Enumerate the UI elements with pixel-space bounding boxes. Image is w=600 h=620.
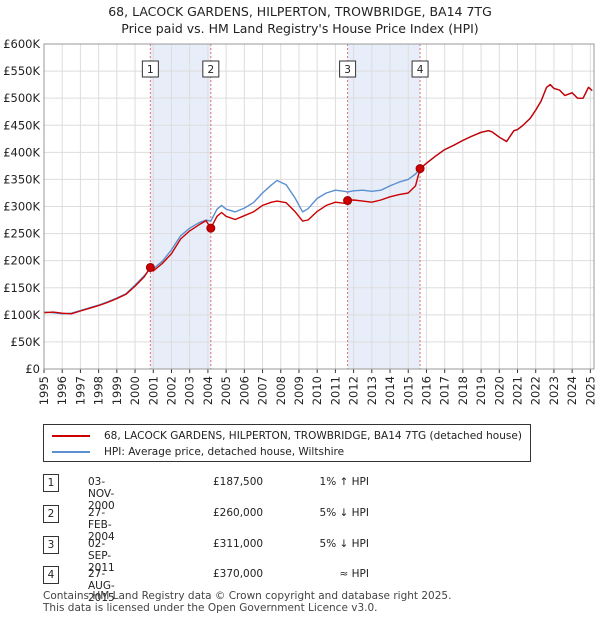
footer-copyright: Contains HM Land Registry data © Crown c… — [43, 590, 452, 602]
transaction-date: 27-FEB-2004 — [88, 507, 115, 543]
legend-label-property: 68, LACOCK GARDENS, HILPERTON, TROWBRIDG… — [104, 430, 522, 442]
x-tick-label: 2017 — [438, 376, 452, 405]
y-tick-label: £400K — [3, 145, 40, 159]
x-tick-label: 2021 — [511, 376, 525, 405]
y-tick-label: £300K — [3, 200, 40, 214]
y-tick-label: £50K — [11, 335, 41, 349]
transaction-number: 4 — [43, 566, 59, 584]
legend-item-hpi: HPI: Average price, detached house, Wilt… — [52, 444, 344, 460]
x-tick-label: 2007 — [256, 376, 270, 405]
transaction-price: £187,500 — [213, 476, 264, 488]
x-tick-label: 2015 — [401, 376, 415, 405]
y-tick-label: £550K — [3, 64, 40, 78]
transaction-hpi: 5% ↓ HPI — [319, 538, 369, 550]
x-tick-label: 2018 — [456, 376, 470, 405]
y-tick-label: £350K — [3, 172, 40, 186]
legend-label-hpi: HPI: Average price, detached house, Wilt… — [104, 446, 345, 458]
transaction-date: 02-SEP-2011 — [88, 538, 115, 574]
sale-label-box — [411, 60, 429, 78]
transaction-date: 27-AUG-2015 — [88, 568, 115, 604]
price-chart: 1 2 3 4 £0 £50K £100K £150K £200K £250K £300K £350… — [3, 37, 597, 405]
transaction-date: 03-NOV-2000 — [88, 476, 115, 512]
transaction-number: 1 — [43, 474, 59, 492]
sale-label: 4 — [417, 64, 424, 76]
transaction-price: £311,000 — [213, 538, 264, 550]
y-tick-label: £250K — [3, 227, 40, 241]
y-tick-label: £500K — [3, 91, 40, 105]
y-tick-label: £0 — [25, 362, 40, 376]
x-tick-label: 1995 — [37, 376, 51, 405]
legend-swatch-hpi — [52, 451, 90, 453]
transaction-number: 2 — [43, 505, 59, 523]
x-tick-label: 2014 — [383, 376, 397, 405]
legend-item-property: 68, LACOCK GARDENS, HILPERTON, TROWBRIDG… — [52, 428, 522, 444]
y-tick-label: £200K — [3, 254, 40, 268]
x-tick-label: 1996 — [55, 376, 69, 405]
transaction-price: £260,000 — [213, 507, 264, 519]
x-tick-label: 2013 — [365, 376, 379, 405]
x-tick-label: 2003 — [183, 376, 197, 405]
transaction-hpi: 5% ↓ HPI — [319, 507, 369, 519]
legend: 68, LACOCK GARDENS, HILPERTON, TROWBRIDG… — [43, 424, 531, 462]
transaction-number: 3 — [43, 536, 59, 554]
y-tick-label: £150K — [3, 281, 40, 295]
chart-subtitle: Price paid vs. HM Land Registry's House … — [121, 21, 479, 36]
sale-label-box — [339, 60, 357, 78]
x-tick-label: 2012 — [347, 376, 361, 405]
sale-label: 1 — [147, 64, 154, 76]
sale-point — [145, 262, 155, 272]
plot-frame — [43, 43, 595, 370]
chart-title: 68, LACOCK GARDENS, HILPERTON, TROWBRIDG… — [108, 4, 492, 19]
x-tick-label: 2005 — [219, 376, 233, 405]
hpi-line — [43, 83, 593, 315]
transaction-hpi: 1% ↑ HPI — [319, 476, 369, 488]
x-tick-label: 2001 — [146, 376, 160, 405]
x-tick-label: 2019 — [474, 376, 488, 405]
x-tick-label: 2011 — [328, 376, 342, 405]
x-tick-label: 2002 — [165, 376, 179, 405]
sale-point — [415, 164, 425, 174]
transaction-hpi: ≈ HPI — [339, 568, 369, 580]
sale-label: 2 — [207, 64, 214, 76]
x-tick-label: 1997 — [73, 376, 87, 405]
x-tick-label: 2020 — [492, 376, 506, 405]
x-tick-label: 2004 — [201, 376, 215, 405]
x-tick-label: 2022 — [529, 376, 543, 405]
y-tick-label: £100K — [3, 308, 40, 322]
x-tick-label: 2016 — [419, 376, 433, 405]
legend-swatch-property — [52, 435, 90, 437]
sale-point — [206, 223, 216, 233]
transaction-price: £370,000 — [213, 568, 264, 580]
sale-label-box — [141, 60, 159, 78]
x-tick-label: 2025 — [583, 376, 597, 405]
x-tick-label: 2000 — [128, 376, 142, 405]
property-price-line — [43, 83, 593, 315]
sale-point — [343, 196, 353, 206]
x-tick-label: 1998 — [92, 376, 106, 405]
x-tick-label: 2009 — [292, 376, 306, 405]
y-tick-label: £600K — [3, 37, 40, 51]
y-tick-label: £450K — [3, 118, 40, 132]
x-tick-label: 2024 — [565, 376, 579, 405]
sale-label: 3 — [344, 64, 351, 76]
sale-label-box — [202, 60, 220, 78]
x-tick-label: 2008 — [274, 376, 288, 405]
footer-licence: This data is licensed under the Open Gov… — [43, 602, 378, 614]
x-tick-label: 2023 — [547, 376, 561, 405]
x-tick-label: 2006 — [237, 376, 251, 405]
x-tick-label: 2010 — [310, 376, 324, 405]
x-tick-label: 1999 — [110, 376, 124, 405]
